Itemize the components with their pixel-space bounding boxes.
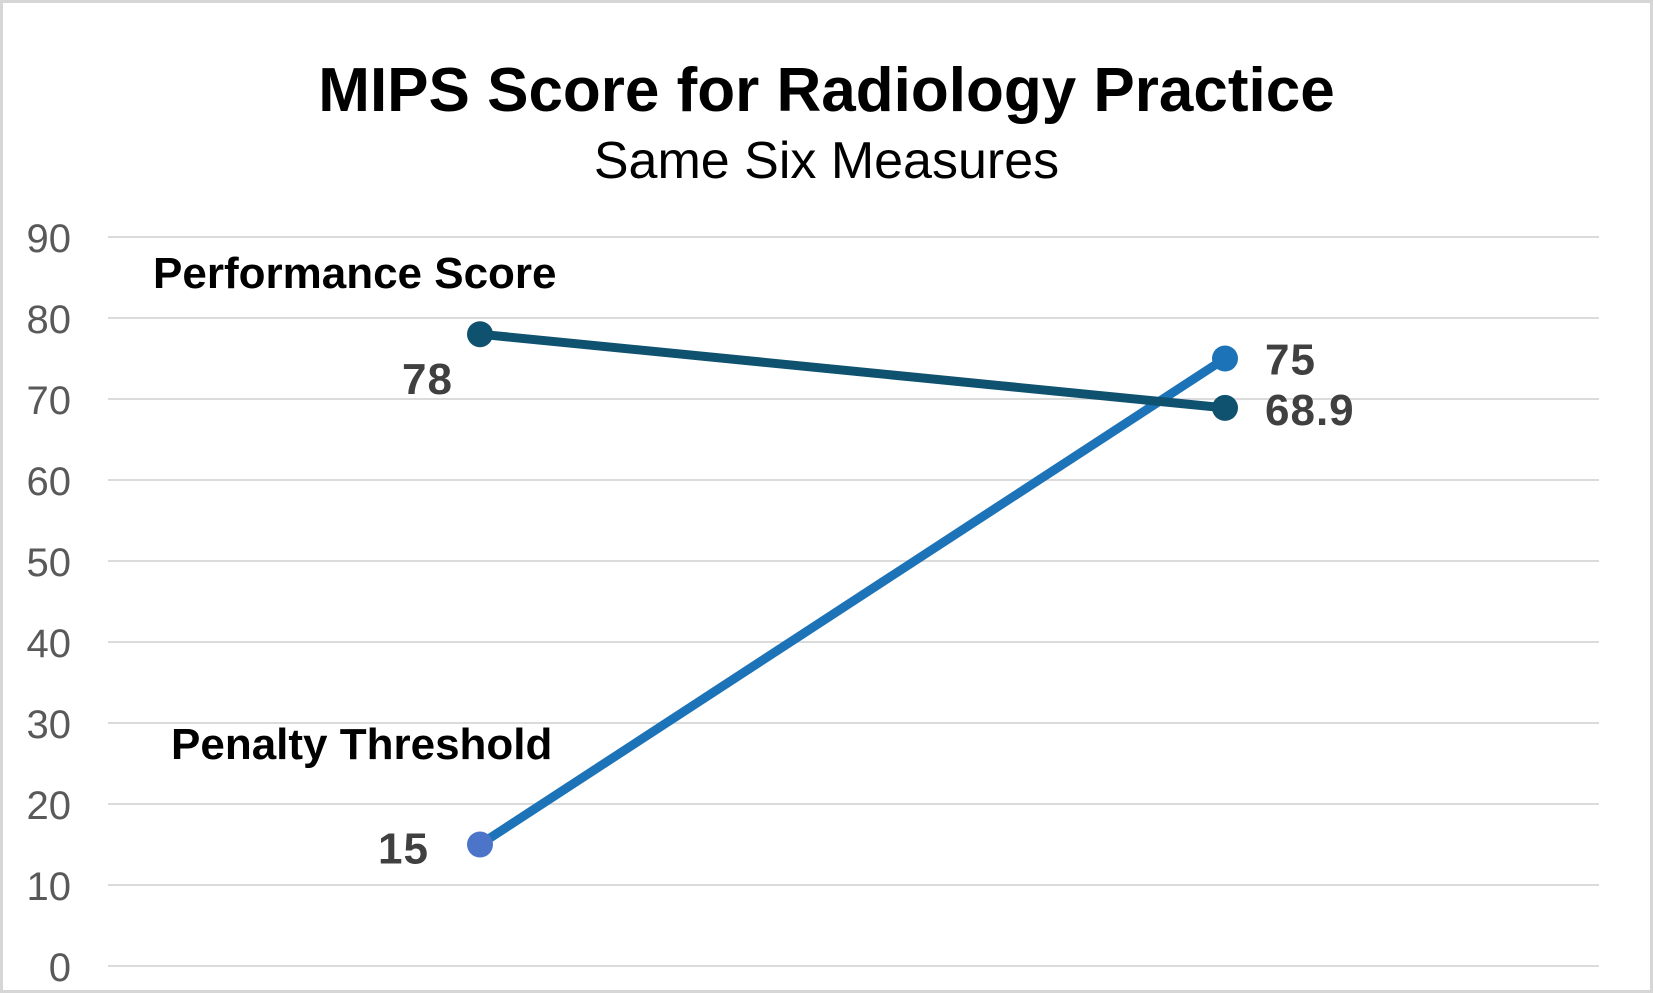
y-tick-label-40: 40 (26, 622, 72, 666)
series-line-penalty-threshold (475, 354, 1230, 849)
y-tick-label-50: 50 (26, 541, 72, 585)
y-tick-label-60: 60 (26, 460, 72, 504)
data-point-marker-performance-score-left (467, 321, 493, 348)
y-tick-label-0: 0 (48, 946, 71, 990)
chart-title: MIPS Score for Radiology Practice (318, 56, 1335, 125)
data-label-75: 75 (1265, 336, 1316, 385)
series-label-penalty-threshold: Penalty Threshold (171, 720, 553, 769)
y-tick-label-90: 90 (26, 217, 72, 261)
y-tick-label-20: 20 (26, 784, 72, 828)
data-point-marker-penalty-threshold-left (467, 831, 493, 858)
y-tick-label-70: 70 (26, 379, 72, 423)
data-label-15: 15 (378, 825, 429, 874)
plot-area: 15 75 78 68.9 (108, 236, 1599, 967)
data-point-marker-performance-score-right (1212, 394, 1238, 421)
y-tick-label-30: 30 (26, 703, 72, 747)
data-label-68-9: 68.9 (1265, 386, 1355, 435)
y-tick-label-80: 80 (26, 298, 72, 342)
y-tick-label-10: 10 (26, 865, 72, 909)
series-line-performance-score (475, 329, 1230, 413)
data-label-78: 78 (402, 355, 453, 404)
chart-subtitle: Same Six Measures (593, 132, 1060, 190)
series-label-performance-score: Performance Score (153, 249, 557, 298)
data-point-marker-penalty-threshold-right (1212, 345, 1238, 372)
